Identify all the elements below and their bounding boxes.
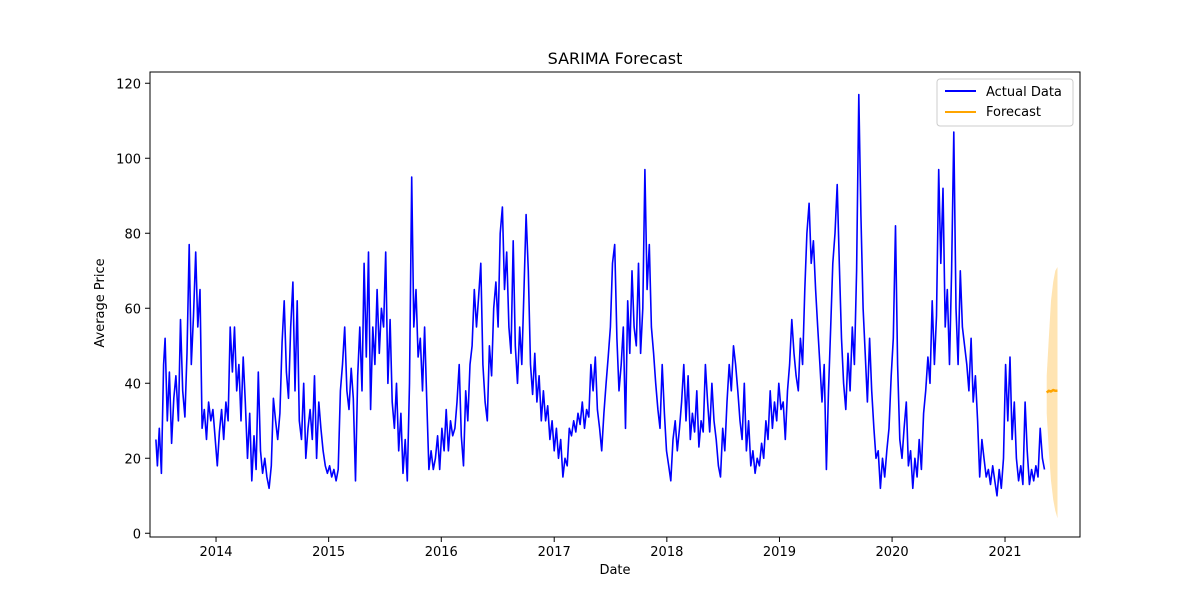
- x-tick-label: 2017: [538, 545, 571, 560]
- x-axis-label: Date: [599, 563, 630, 578]
- y-tick-label: 60: [124, 302, 141, 317]
- x-tick-label: 2015: [312, 545, 345, 560]
- y-tick-label: 0: [133, 527, 141, 542]
- legend-label-actual: Actual Data: [986, 85, 1062, 100]
- y-tick-label: 20: [124, 452, 141, 467]
- x-tick-label: 2016: [425, 545, 458, 560]
- x-tick-label: 2019: [763, 545, 796, 560]
- x-tick-label: 2014: [199, 545, 232, 560]
- y-tick-label: 40: [124, 377, 141, 392]
- series-line-actual: [155, 93, 1046, 497]
- plot-layer: 2014 2015 2016 2017 2018 2019 2020 2021 0 20 40 60 8…: [116, 71, 1081, 560]
- plot-frame: [149, 71, 1081, 538]
- x-tick-label: 2020: [876, 545, 909, 560]
- chart-title: SARIMA Forecast: [548, 49, 683, 68]
- legend-label-forecast: Forecast: [986, 105, 1041, 120]
- y-axis-label: Average Price: [93, 258, 108, 347]
- y-tick-label: 80: [124, 227, 141, 242]
- forecast-confidence-band: [1046, 267, 1058, 519]
- y-tick-label: 100: [116, 152, 141, 167]
- legend: Actual Data Forecast: [936, 78, 1074, 127]
- x-tick-label: 2021: [988, 545, 1021, 560]
- x-tick-label: 2018: [650, 545, 683, 560]
- series-line-forecast: [1045, 388, 1058, 394]
- y-tick-label: 120: [116, 77, 141, 92]
